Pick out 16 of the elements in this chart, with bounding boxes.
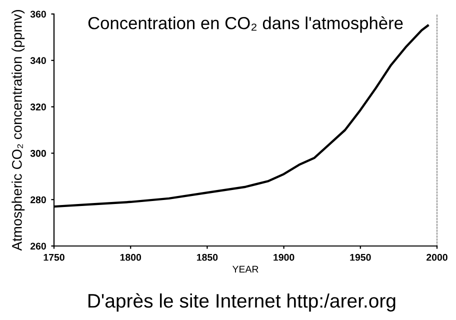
y-axis-title: Atmospheric CO₂ concentration (ppmv) [12, 10, 25, 251]
chart-title: Concentration en CO₂ dans l'atmosphère [88, 16, 403, 33]
y-tick-label: 260 [30, 242, 46, 250]
text: D'après le site Internet http:/arer.org [88, 293, 396, 312]
x-tick-label: 1950 [350, 254, 371, 261]
y-tick-label: 300 [30, 150, 46, 157]
x-axis-title: YEAR [232, 266, 258, 273]
x-tick-label: 1850 [197, 254, 218, 261]
y-tick-label: 360 [30, 10, 46, 18]
x-tick-label: 1750 [44, 254, 64, 261]
x-tick-label: 1900 [274, 254, 294, 261]
y-tick-label: 340 [30, 57, 46, 64]
y-tick-label: 280 [30, 196, 46, 204]
y-tick-label: 320 [30, 104, 46, 110]
x-tick-label: 2000 [426, 254, 448, 261]
x-tick-label: 1800 [120, 254, 142, 261]
